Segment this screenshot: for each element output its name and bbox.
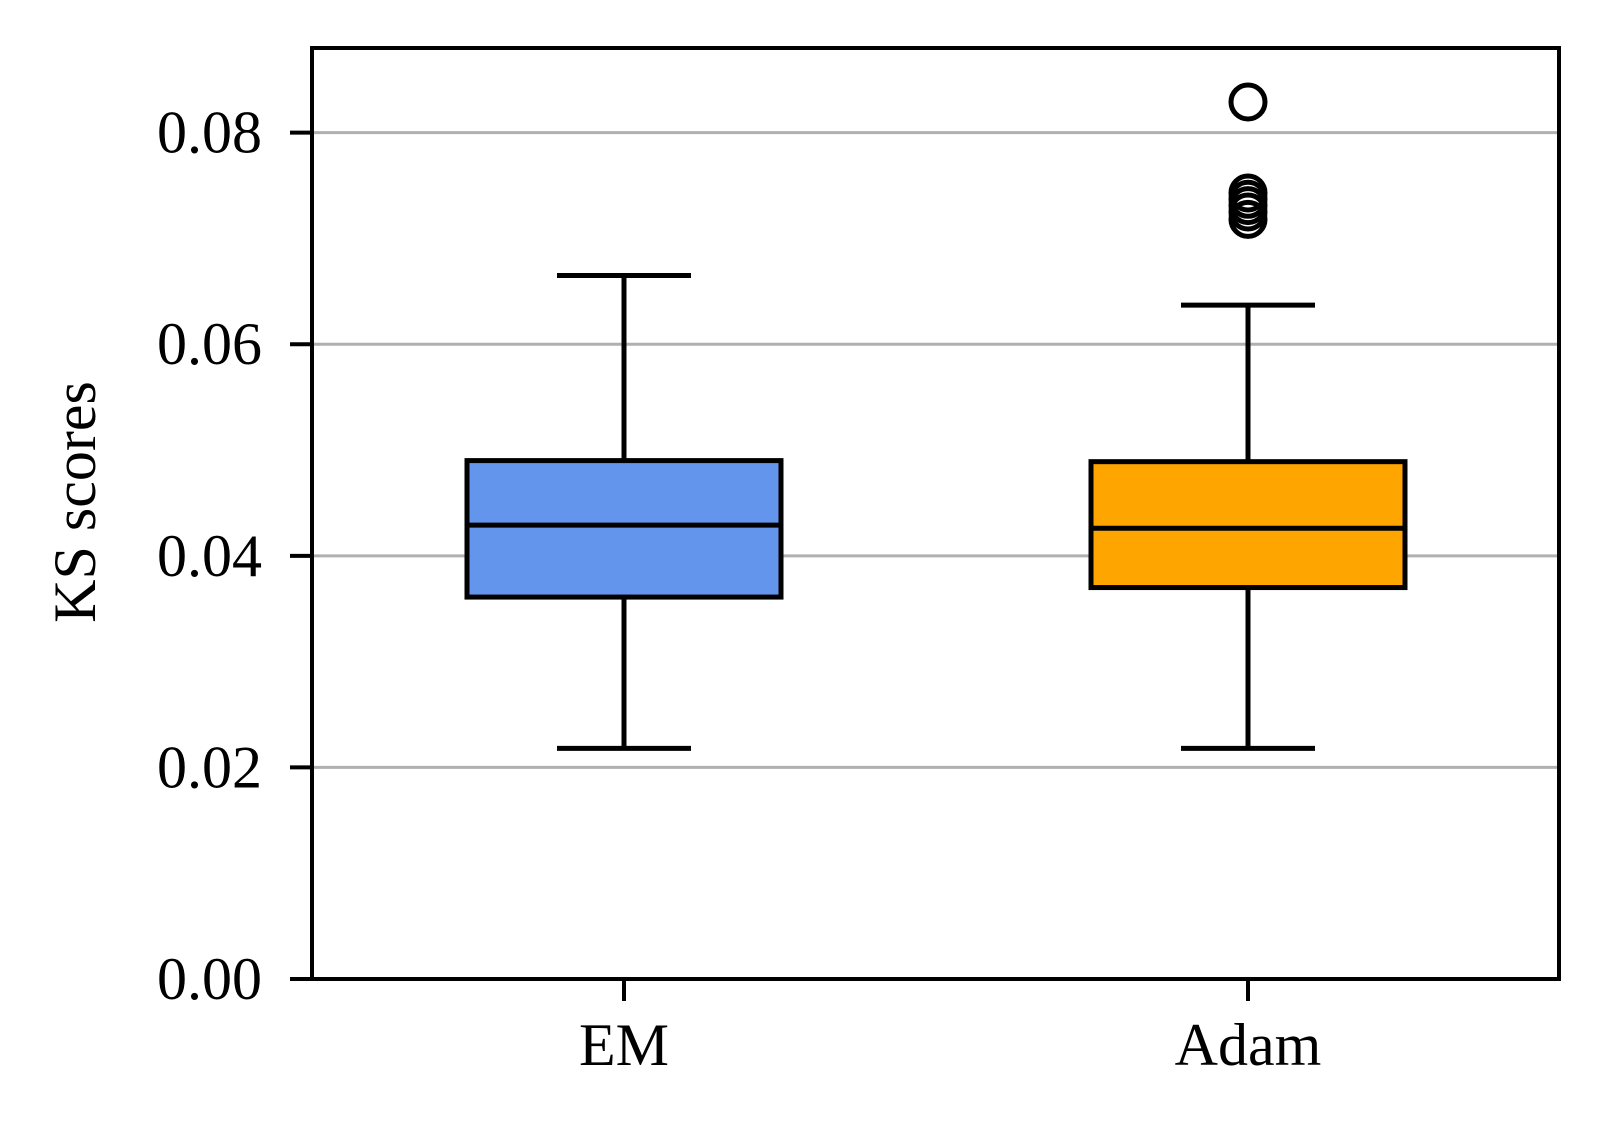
outlier-point [1228, 199, 1268, 239]
outlier-point [1228, 82, 1268, 122]
y-axis-label: KS scores [42, 381, 108, 623]
boxes-layer [464, 82, 1408, 751]
box-adam [1088, 82, 1408, 751]
box-em [464, 272, 784, 751]
grid-lines [312, 131, 1559, 769]
y-tick-label: 0.00 [157, 946, 262, 1012]
axes: 0.00 0.02 0.04 0.06 0.08 EM Adam [157, 46, 1561, 1078]
y-tick-label: 0.08 [157, 100, 262, 166]
y-tick-label: 0.02 [157, 734, 262, 800]
box-iqr [464, 458, 784, 600]
x-tick-label: Adam [1175, 1012, 1322, 1078]
x-tick-label: EM [579, 1012, 669, 1078]
y-tick-label: 0.06 [157, 311, 262, 377]
plot-frame [310, 46, 1561, 981]
y-tick-label: 0.04 [157, 523, 262, 589]
box-iqr [1088, 459, 1408, 591]
